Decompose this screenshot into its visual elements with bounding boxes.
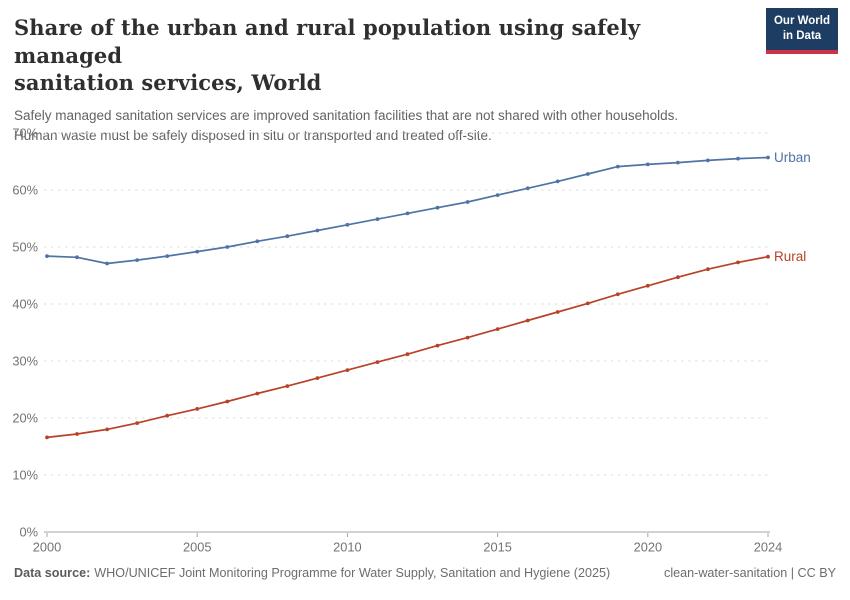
urban-point (435, 205, 440, 210)
rural-point (706, 267, 710, 272)
urban-point (225, 245, 230, 249)
urban-point (555, 179, 560, 184)
chart-title-line1: Share of the urban and rural population … (14, 15, 641, 68)
urban-point (105, 261, 109, 266)
rural-series-label[interactable]: Rural (774, 249, 806, 264)
rural-point (405, 352, 410, 357)
rural-point (766, 254, 770, 259)
rural-point (75, 432, 79, 436)
y-axis-label: 50% (12, 240, 38, 255)
rural-point (375, 360, 380, 364)
urban-point (465, 200, 470, 204)
y-axis-label: 30% (12, 354, 38, 369)
rural-point (465, 335, 470, 340)
urban-point (736, 156, 740, 161)
data-source-text: WHO/UNICEF Joint Monitoring Programme fo… (94, 566, 611, 580)
urban-line[interactable] (46, 156, 769, 265)
footer: Data source: WHO/UNICEF Joint Monitoring … (0, 566, 850, 580)
urban-point (75, 255, 79, 260)
urban-point (45, 254, 49, 258)
x-axis-label: 2024 (754, 540, 782, 555)
urban-point (495, 193, 500, 197)
rural-point (736, 260, 740, 265)
y-axis-label: 20% (12, 411, 38, 426)
owid-logo-line1: Our World (773, 15, 830, 27)
rural-point (495, 327, 500, 331)
rural-point (135, 421, 140, 425)
x-axis-label: 2005 (183, 540, 211, 555)
y-axis-label: 40% (12, 297, 38, 312)
urban-point (766, 155, 770, 160)
footer-separator: | (787, 566, 798, 580)
rural-point (435, 343, 440, 348)
rural-point (525, 318, 530, 323)
rural-point (285, 384, 290, 388)
urban-series-label[interactable]: Urban (774, 150, 811, 165)
chart-subtitle-line2: Human waste must be safely disposed in s… (14, 128, 492, 144)
rural-point (645, 283, 650, 288)
x-axis-label: 2010 (333, 540, 361, 555)
rural-point (105, 427, 109, 432)
rural-point (255, 391, 260, 396)
urban-point (706, 158, 710, 163)
chart-title-line2: sanitation services, World (14, 70, 322, 96)
data-source-label: Data source: (14, 566, 91, 580)
x-axis-label: 2020 (634, 540, 662, 555)
rural-point (225, 399, 230, 404)
urban-point (195, 249, 200, 254)
rural-point (585, 301, 590, 306)
y-axis-label: 70% (12, 126, 38, 141)
urban-point (645, 162, 650, 167)
chart-title: Share of the urban and rural population … (14, 14, 754, 97)
rural-point (615, 292, 620, 297)
urban-point (405, 211, 410, 216)
chart-subtitle-line1: Safely managed sanitation services are i… (14, 108, 679, 124)
urban-point (285, 234, 290, 239)
owid-logo[interactable]: Our World in Data (766, 8, 838, 54)
rural-point (345, 368, 350, 372)
x-axis-label: 2015 (483, 540, 511, 555)
rural-point (555, 310, 560, 314)
urban-point (375, 217, 380, 221)
y-axis-label: 60% (12, 183, 38, 198)
urban-point (315, 228, 320, 233)
footer-right: clean-water-sanitation | CC BY (664, 566, 836, 580)
rural-point (165, 413, 170, 418)
chart-slug: clean-water-sanitation (664, 566, 788, 580)
urban-point (525, 186, 530, 191)
rural-point (195, 407, 200, 411)
rural-point (676, 275, 680, 280)
line-chart: 0% 10% 20% 30% 40% 50% 60% 70% 2000 2005 2010 2015 2… (12, 126, 811, 555)
rural-point (45, 435, 49, 440)
urban-point (615, 164, 620, 169)
urban-point (585, 172, 590, 176)
header: Share of the urban and rural population … (14, 14, 754, 147)
data-source: Data source: WHO/UNICEF Joint Monitoring … (14, 566, 610, 580)
urban-point (255, 239, 260, 244)
x-axis-label: 2000 (33, 540, 61, 555)
chart-subtitle: Safely managed sanitation services are i… (14, 106, 754, 147)
rural-point (315, 376, 320, 380)
cc-by-link[interactable]: CC BY (797, 566, 837, 580)
owid-logo-line2: in Data (782, 29, 822, 42)
y-axis-label: 0% (20, 525, 39, 540)
urban-point (165, 254, 170, 258)
urban-point (135, 258, 140, 262)
y-axis-label: 10% (12, 468, 38, 483)
urban-point (676, 160, 680, 165)
urban-point (345, 222, 350, 227)
rural-line[interactable] (46, 255, 769, 439)
